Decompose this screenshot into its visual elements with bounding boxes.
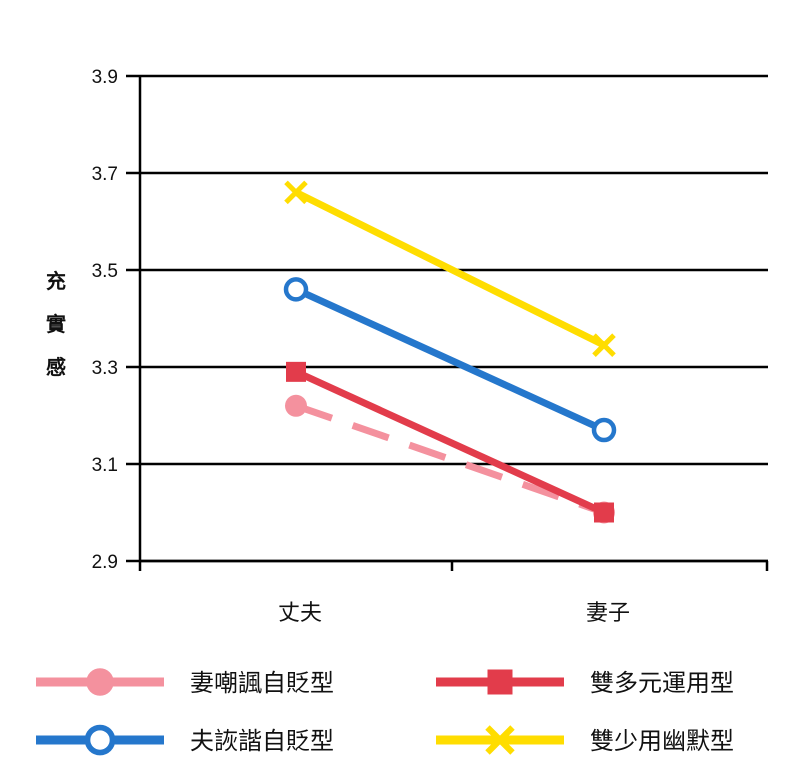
marker-square (286, 361, 306, 382)
marker-circle-filled (86, 668, 114, 696)
y-tick-labels: 2.9 3.1 3.3 3.5 3.7 3.9 (92, 67, 118, 573)
y-axis-title-char: 感 (46, 355, 66, 379)
y-axis-title-char: 充 (46, 269, 66, 293)
marker-circle-open (591, 417, 617, 443)
x-category-labels: 丈夫 妻子 (278, 601, 630, 626)
legend-item: 妻嘲諷自貶型 (36, 668, 334, 697)
marker-x-stroke (485, 725, 515, 755)
series-line (294, 368, 606, 516)
legend-item: 雙多元運用型 (436, 669, 734, 697)
series-line (294, 402, 606, 516)
y-tick-label: 3.5 (92, 261, 118, 282)
marker-circle-open (84, 724, 116, 756)
y-tick-label: 3.1 (92, 455, 118, 476)
legend-item: 夫詼諧自貶型 (36, 724, 334, 756)
marker-circle-filled (285, 394, 307, 417)
series-2 (286, 361, 614, 523)
y-tick-label: 3.7 (92, 164, 118, 185)
legend-item: 雙少用幽默型 (436, 725, 734, 755)
marker-square (487, 669, 513, 695)
legend-label: 雙少用幽默型 (590, 727, 734, 755)
y-tick-label: 2.9 (92, 552, 118, 573)
legend-label: 妻嘲諷自貶型 (190, 669, 334, 697)
series-3 (284, 180, 616, 357)
marker-x (485, 725, 515, 755)
series-1 (283, 277, 617, 443)
marker-x (284, 180, 308, 205)
marker-x (592, 333, 616, 357)
y-tick-label: 3.3 (92, 358, 118, 379)
series-line (294, 286, 606, 434)
legend-label: 雙多元運用型 (590, 669, 734, 697)
axes (138, 75, 769, 571)
marker-x-stroke (592, 333, 616, 357)
series-line (294, 189, 606, 349)
y-axis-title-char: 實 (46, 312, 66, 336)
series-lines (283, 180, 617, 524)
y-tick-label: 3.9 (92, 67, 118, 88)
grid-lines (126, 74, 768, 563)
y-axis-label: 充實感 (46, 269, 66, 379)
marker-x-stroke (284, 180, 308, 205)
marker-square (594, 502, 614, 523)
y-axis-title: 充實感 (46, 269, 66, 379)
marker-circle-open (283, 277, 309, 302)
legend-label: 夫詼諧自貶型 (190, 727, 334, 755)
x-category-label: 丈夫 (278, 601, 322, 626)
x-category-label: 妻子 (586, 601, 630, 626)
